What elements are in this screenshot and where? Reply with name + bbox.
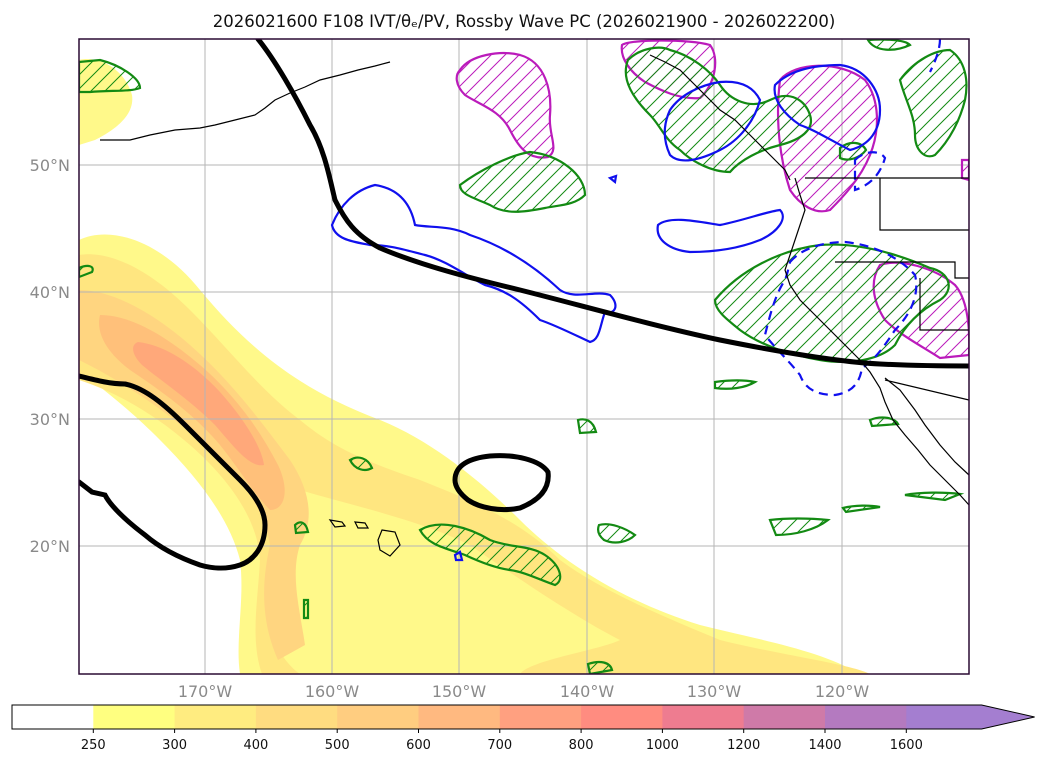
colorbar-labels: 250 300 400 500 600 700 800 1000 1200 1400 1600 xyxy=(81,738,923,753)
pv-region-edge xyxy=(960,158,969,182)
blue-contour-small-2 xyxy=(607,174,618,185)
lat-label-40n: 40°N xyxy=(30,283,70,302)
ivt-shading xyxy=(79,59,870,674)
theta-e-small-10 xyxy=(586,660,614,674)
colorbar-tick-label: 300 xyxy=(162,738,187,753)
colorbar-segments xyxy=(11,704,1035,730)
colorbar-segment xyxy=(418,705,501,729)
colorbar-segment xyxy=(825,705,907,729)
theta-e-small-14 xyxy=(302,598,310,620)
colorbar-segment xyxy=(743,705,826,729)
baja-coast xyxy=(884,377,969,476)
colorbar-tick-label: 1400 xyxy=(808,738,841,753)
rossby-wave-contours xyxy=(79,39,969,571)
colorbar-extend-arrow xyxy=(906,705,1035,729)
lon-label-130w: 130°W xyxy=(687,682,742,701)
colorbar: 250 300 400 500 600 700 800 1000 1200 1400 1600 xyxy=(11,704,1035,753)
colorbar-outline xyxy=(11,704,1035,730)
coastlines xyxy=(100,54,969,557)
colorbar-segment xyxy=(581,705,663,729)
colorbar-segment xyxy=(337,705,420,729)
blue-contour-alaska xyxy=(663,80,762,162)
theta-e-small-2 xyxy=(596,523,637,544)
theta-e-region-6 xyxy=(418,523,562,587)
state-border-2 xyxy=(835,261,969,279)
lat-label-30n: 30°N xyxy=(30,410,70,429)
us-west-coast xyxy=(784,177,969,506)
lat-label-50n: 50°N xyxy=(30,156,70,175)
colorbar-ticks xyxy=(92,729,907,733)
blue-dashed-small xyxy=(853,151,887,192)
lon-label-160w: 160°W xyxy=(305,682,360,701)
colorbar-tick-label: 1000 xyxy=(646,738,679,753)
lon-label-170w: 170°W xyxy=(178,682,233,701)
longitude-labels: 170°W 160°W 150°W 140°W 130°W 120°W xyxy=(178,682,870,701)
rossby-contour-main xyxy=(255,39,969,369)
state-border-3 xyxy=(919,278,969,331)
theta-e-region-1 xyxy=(79,58,142,94)
colorbar-segment xyxy=(499,705,582,729)
colorbar-tick-label: 700 xyxy=(487,738,512,753)
ivt-level-5 xyxy=(133,342,264,466)
colorbar-tick-label: 600 xyxy=(406,738,431,753)
colorbar-segment xyxy=(93,705,176,729)
colorbar-segment xyxy=(662,705,745,729)
theta-e-small-5 xyxy=(79,264,94,279)
theta-e-small-13 xyxy=(293,521,310,535)
colorbar-tick-label: 250 xyxy=(81,738,106,753)
state-border-1 xyxy=(879,178,969,231)
colorbar-segment xyxy=(174,705,257,729)
colorbar-segment xyxy=(255,705,338,729)
rossby-contour-southwest xyxy=(79,373,268,571)
theta-e-small-7 xyxy=(904,491,965,502)
colorbar-tick-label: 400 xyxy=(243,738,268,753)
blue-contour-pnw xyxy=(773,63,882,152)
map-frame xyxy=(78,38,970,675)
colorbar-segment xyxy=(12,705,94,729)
us-mexico-border xyxy=(884,379,969,401)
lon-label-120w: 120°W xyxy=(815,682,870,701)
blue-contour-small-1 xyxy=(453,550,464,562)
theta-e-small-11 xyxy=(841,504,881,514)
lon-label-140w: 140°W xyxy=(560,682,615,701)
rossby-contour-closed xyxy=(452,453,551,513)
theta-e-small-1 xyxy=(348,456,374,471)
colorbar-tick-label: 800 xyxy=(569,738,594,753)
lat-label-20n: 20°N xyxy=(30,537,70,556)
theta-e-small-4 xyxy=(713,379,759,390)
blue-contour-northeast xyxy=(656,208,784,254)
ivt-level-3 xyxy=(79,290,309,660)
colorbar-tick-label: 1200 xyxy=(727,738,760,753)
theta-e-region-2 xyxy=(458,150,587,213)
theta-e-small-12 xyxy=(868,416,900,428)
latitude-labels: 50°N 40°N 30°N 20°N xyxy=(30,156,70,556)
blue-dashed-north xyxy=(929,39,942,73)
colorbar-tick-label: 1600 xyxy=(890,738,923,753)
theta-e-region-5 xyxy=(898,48,968,158)
aleutian-coast xyxy=(100,61,391,141)
colorbar-tick-label: 500 xyxy=(325,738,350,753)
hawaii-islands xyxy=(328,519,401,557)
theta-e-small-3 xyxy=(768,517,831,537)
theta-e-small-6 xyxy=(576,418,598,435)
lon-label-150w: 150°W xyxy=(432,682,487,701)
alaska-panhandle-coast xyxy=(649,54,791,181)
theta-e-region-3 xyxy=(624,46,813,174)
figure-title: 2026021600 F108 IVT/θₑ/PV, Rossby Wave P… xyxy=(213,12,836,31)
